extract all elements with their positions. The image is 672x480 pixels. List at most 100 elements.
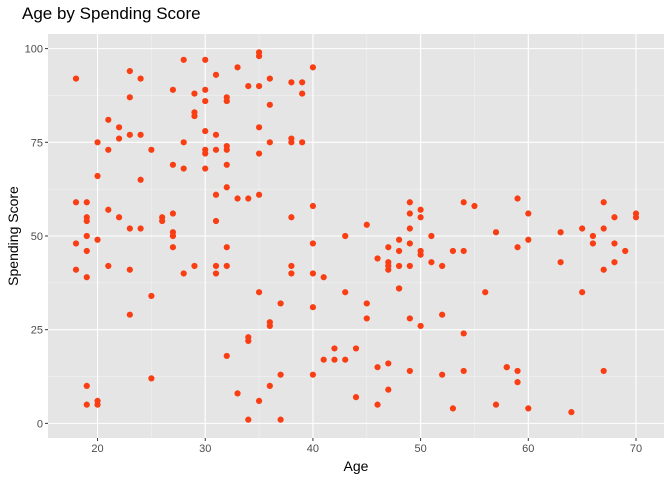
x-tick-label: 70 — [630, 443, 642, 455]
x-axis-title: Age — [344, 458, 369, 474]
data-point — [406, 367, 413, 375]
x-tick-label: 20 — [91, 443, 103, 455]
data-point — [277, 416, 284, 423]
data-point — [460, 199, 467, 206]
data-point — [611, 240, 618, 247]
data-point — [148, 375, 155, 382]
data-point — [266, 101, 273, 108]
grid-lines — [48, 34, 664, 438]
data-point — [352, 394, 360, 401]
data-point — [94, 139, 101, 146]
data-point — [449, 247, 457, 255]
data-point — [299, 139, 306, 146]
data-point — [105, 146, 112, 153]
data-point — [169, 210, 177, 217]
data-point — [245, 337, 252, 345]
data-point — [83, 217, 90, 225]
data-point — [342, 232, 349, 240]
data-point — [320, 274, 327, 281]
data-point — [255, 397, 263, 404]
data-point — [309, 240, 317, 247]
data-point — [385, 386, 392, 393]
data-point — [363, 300, 370, 307]
data-point — [363, 221, 370, 228]
data-point — [492, 401, 500, 408]
data-point — [137, 131, 144, 138]
data-point — [180, 270, 187, 277]
y-axis-title: Spending Score — [5, 186, 21, 286]
data-point — [288, 214, 295, 221]
data-point — [385, 266, 392, 273]
data-point — [374, 255, 381, 262]
data-point — [460, 247, 467, 255]
data-point — [223, 161, 230, 168]
data-point — [266, 139, 273, 146]
data-point — [105, 262, 112, 270]
data-point — [212, 262, 220, 270]
data-point — [579, 225, 586, 232]
data-point — [83, 199, 90, 206]
data-point — [277, 371, 284, 378]
data-point — [600, 367, 607, 375]
data-point — [126, 225, 133, 232]
data-point — [514, 367, 521, 375]
axes: 20 30 40 50 60 70 0 25 50 75 100 — [25, 44, 642, 455]
data-point — [212, 217, 220, 225]
data-point — [428, 259, 435, 266]
data-point — [137, 225, 144, 232]
data-point — [460, 367, 467, 375]
data-point — [611, 259, 618, 266]
data-point — [309, 270, 317, 277]
data-point — [622, 247, 629, 255]
data-point — [342, 356, 349, 363]
data-point — [600, 199, 607, 206]
data-point — [255, 124, 263, 131]
data-point — [514, 379, 521, 386]
data-point — [449, 405, 457, 412]
data-point — [331, 345, 338, 352]
y-tick-label: 100 — [25, 44, 43, 56]
data-point — [299, 90, 306, 97]
data-point — [202, 127, 209, 135]
data-point — [320, 356, 327, 363]
data-point — [180, 165, 187, 172]
data-point — [83, 401, 90, 408]
data-point — [115, 124, 123, 131]
data-point — [277, 300, 284, 307]
data-point — [223, 352, 230, 360]
data-point — [126, 68, 133, 75]
data-point — [632, 214, 640, 221]
data-point — [202, 56, 209, 63]
data-point — [137, 176, 144, 183]
x-tick-label: 40 — [307, 443, 319, 455]
data-point — [94, 401, 101, 408]
data-point — [255, 82, 263, 90]
data-point — [589, 232, 597, 240]
data-point — [105, 116, 112, 123]
data-point — [406, 262, 413, 270]
data-point — [579, 289, 586, 296]
data-point — [234, 64, 241, 71]
y-tick-label: 0 — [37, 418, 43, 430]
data-point — [245, 195, 252, 202]
y-tick-label: 25 — [31, 325, 43, 337]
data-point — [395, 247, 403, 255]
data-point — [525, 210, 532, 217]
data-point — [212, 131, 220, 138]
data-point — [223, 184, 230, 191]
data-point — [255, 289, 263, 296]
data-point — [417, 322, 424, 330]
data-point — [212, 270, 220, 277]
data-point — [309, 202, 317, 210]
data-point — [309, 371, 317, 378]
data-point — [589, 240, 597, 247]
data-point — [503, 364, 510, 371]
data-point — [83, 274, 90, 281]
data-point — [148, 292, 155, 300]
data-point — [611, 214, 618, 221]
x-tick-label: 60 — [522, 443, 534, 455]
data-point — [395, 285, 403, 292]
data-point — [288, 262, 295, 270]
data-point — [126, 311, 133, 318]
